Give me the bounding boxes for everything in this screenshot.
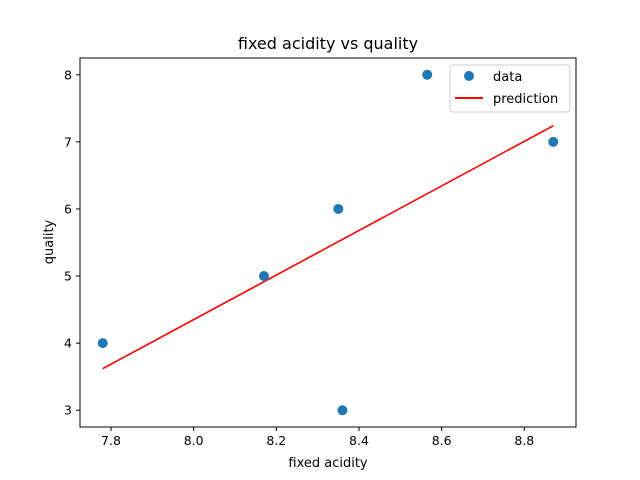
data-point xyxy=(422,69,433,80)
y-tick-label: 4 xyxy=(64,336,72,351)
legend-box xyxy=(449,64,571,113)
plot-area xyxy=(79,57,577,428)
x-tick-label: 8.2 xyxy=(266,433,286,448)
data-point xyxy=(548,136,559,147)
y-axis-label: quality xyxy=(42,219,57,264)
y-tick-label: 3 xyxy=(64,403,72,418)
x-axis-label: fixed acidity xyxy=(288,456,368,471)
chart-title: fixed acidity vs quality xyxy=(238,34,418,53)
prediction-line xyxy=(102,125,554,370)
data-point xyxy=(337,405,348,416)
x-tick-label: 8.0 xyxy=(184,433,204,448)
data-point xyxy=(258,271,269,282)
series-data xyxy=(97,69,559,416)
x-axis: 7.8 8.0 8.2 8.4 8.6 8.8 xyxy=(101,427,534,448)
y-axis: 3 4 5 6 7 8 xyxy=(64,67,80,418)
series-prediction xyxy=(102,125,554,370)
data-point xyxy=(333,203,344,214)
y-tick-label: 6 xyxy=(64,201,72,216)
legend: data prediction xyxy=(449,64,571,113)
legend-marker-data xyxy=(464,71,474,81)
plot-frame xyxy=(79,57,577,428)
y-tick-label: 7 xyxy=(64,134,72,149)
x-tick-label: 8.4 xyxy=(349,433,369,448)
x-tick-label: 7.8 xyxy=(101,433,121,448)
legend-label-prediction: prediction xyxy=(493,92,558,107)
legend-label-data: data xyxy=(493,70,522,85)
x-tick-label: 8.8 xyxy=(514,433,534,448)
y-tick-label: 5 xyxy=(64,269,72,284)
data-point xyxy=(97,338,108,349)
y-tick-label: 8 xyxy=(64,67,72,82)
x-tick-label: 8.6 xyxy=(432,433,452,448)
